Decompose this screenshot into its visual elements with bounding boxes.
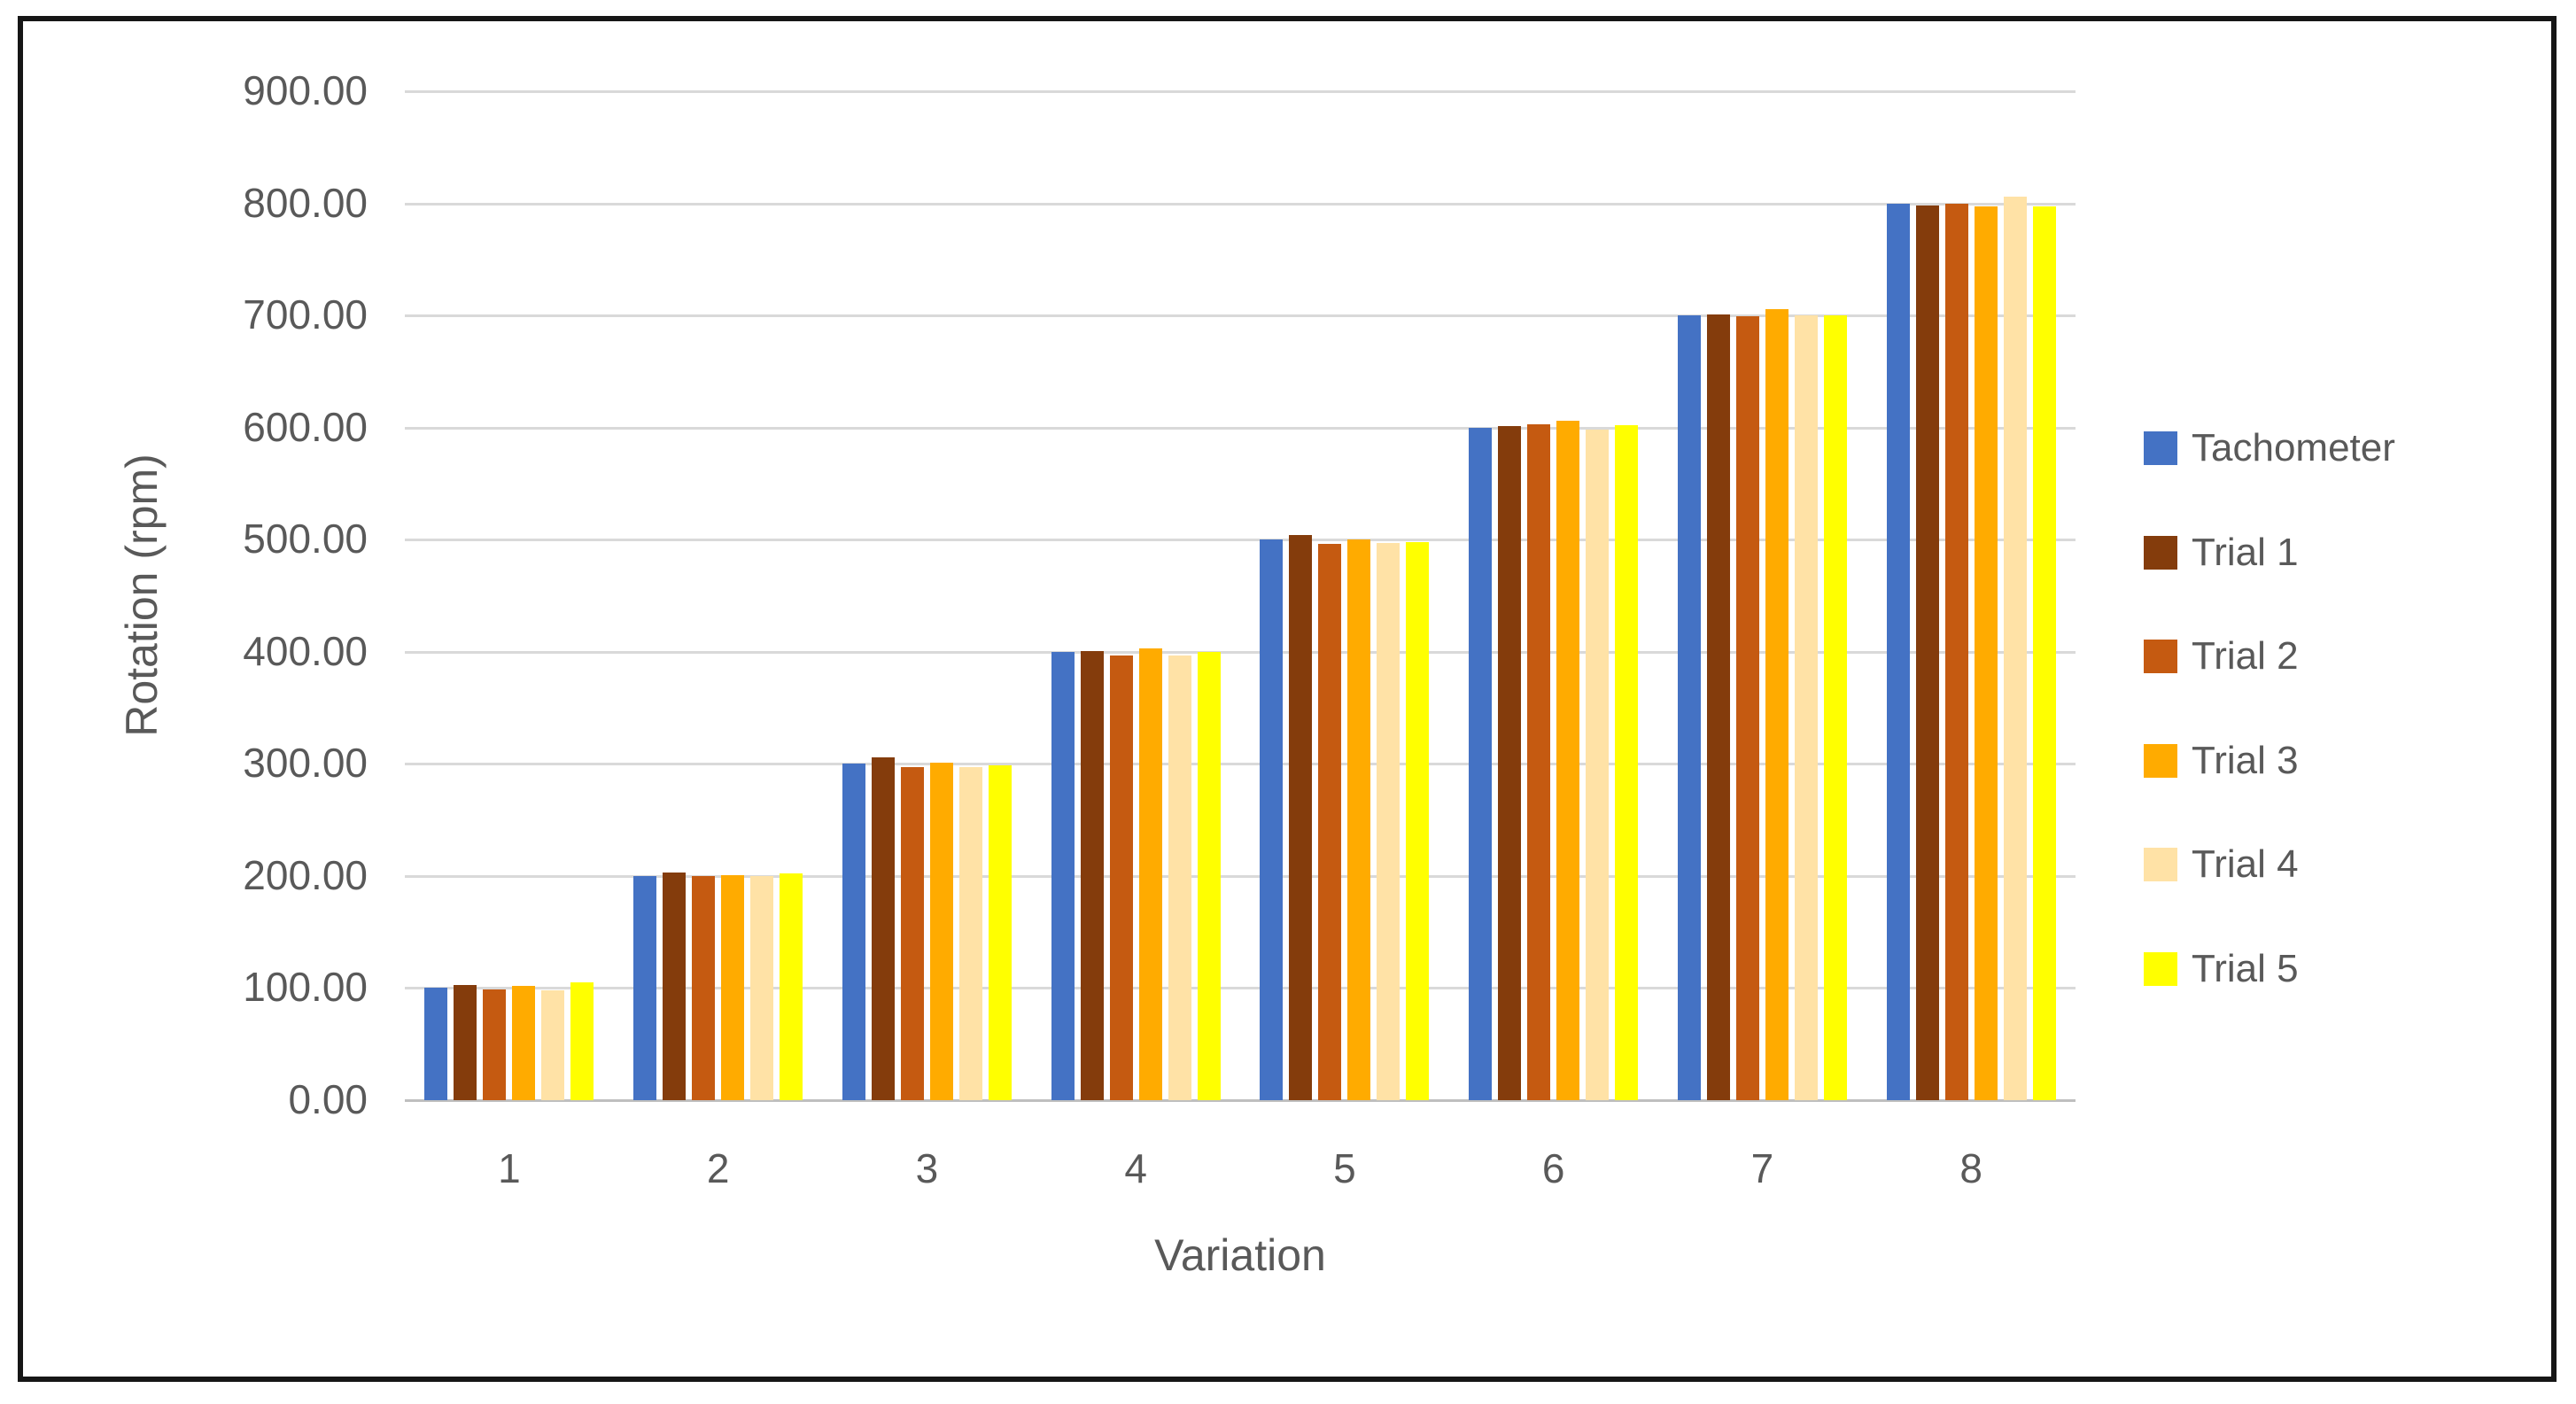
bar-trial-2-cat2 <box>692 875 716 1100</box>
bar-trial-1-cat3 <box>871 756 895 1100</box>
bar-trial-1-cat6 <box>1498 426 1522 1100</box>
bar-trial-2-cat4 <box>1109 655 1133 1100</box>
bar-trial-3-cat3 <box>929 763 953 1100</box>
y-tick-label: 900.00 <box>243 66 368 113</box>
gridline <box>405 202 2076 206</box>
bar-trial-5-cat5 <box>1406 541 1430 1100</box>
legend-label: Tachometer <box>2192 426 2395 469</box>
bar-trial-3-cat1 <box>512 985 536 1100</box>
legend-item-tachometer: Tachometer <box>2144 426 2395 470</box>
bar-trial-5-cat4 <box>1197 651 1221 1100</box>
bar-trial-3-cat7 <box>1765 308 1788 1100</box>
bar-tachometer-cat6 <box>1469 427 1493 1100</box>
chart-frame-border <box>18 16 2557 1382</box>
gridline <box>405 314 2076 318</box>
bar-trial-2-cat6 <box>1527 423 1551 1100</box>
y-tick-label: 500.00 <box>243 516 368 562</box>
bar-trial-4-cat3 <box>958 767 982 1100</box>
legend-swatch-icon <box>2144 743 2177 778</box>
bar-trial-5-cat7 <box>1823 315 1847 1100</box>
bar-trial-4-cat1 <box>541 989 565 1100</box>
legend-item-trial-1: Trial 1 <box>2144 531 2299 575</box>
bar-trial-5-cat1 <box>570 982 594 1100</box>
bar-trial-5-cat3 <box>988 764 1012 1100</box>
bar-trial-1-cat4 <box>1080 650 1104 1100</box>
x-tick-label: 5 <box>1333 1145 1356 1191</box>
bar-trial-3-cat5 <box>1347 539 1371 1100</box>
y-tick-label: 600.00 <box>243 403 368 450</box>
gridline <box>405 987 2076 990</box>
bar-trial-4-cat7 <box>1794 315 1818 1100</box>
bar-trial-3-cat8 <box>1974 206 1998 1100</box>
gridline <box>405 763 2076 766</box>
bar-trial-1-cat5 <box>1289 535 1313 1100</box>
legend-swatch-icon <box>2144 640 2177 674</box>
legend-label: Trial 5 <box>2192 947 2299 990</box>
bar-trial-2-cat8 <box>1944 203 1968 1100</box>
bar-trial-1-cat7 <box>1706 314 1730 1100</box>
bar-tachometer-cat5 <box>1260 539 1284 1100</box>
legend-label: Trial 1 <box>2192 530 2299 574</box>
x-tick-label: 8 <box>1959 1145 1982 1191</box>
legend-swatch-icon <box>2144 848 2177 882</box>
bar-trial-2-cat5 <box>1318 544 1342 1100</box>
legend-label: Trial 2 <box>2192 634 2299 679</box>
y-tick-label: 700.00 <box>243 291 368 338</box>
x-tick-label: 4 <box>1124 1145 1147 1191</box>
legend-swatch-icon <box>2144 535 2177 570</box>
y-tick-label: 800.00 <box>243 179 368 226</box>
bar-tachometer-cat7 <box>1677 315 1701 1100</box>
bar-trial-1-cat1 <box>454 984 477 1100</box>
gridline <box>405 874 2076 878</box>
x-axis-title: Variation <box>1154 1230 1326 1280</box>
bar-tachometer-cat1 <box>424 988 448 1100</box>
bar-trial-4-cat5 <box>1377 543 1401 1100</box>
bar-trial-2-cat7 <box>1735 316 1759 1100</box>
legend-item-trial-2: Trial 2 <box>2144 634 2299 679</box>
gridline <box>405 650 2076 654</box>
bar-trial-3-cat2 <box>721 874 745 1100</box>
bar-tachometer-cat3 <box>842 764 865 1100</box>
x-tick-label: 6 <box>1541 1145 1565 1191</box>
y-tick-label: 200.00 <box>243 851 368 898</box>
legend-label: Trial 4 <box>2192 842 2299 887</box>
x-tick-label: 2 <box>706 1145 730 1191</box>
legend-item-trial-4: Trial 4 <box>2144 842 2299 887</box>
y-tick-label: 400.00 <box>243 627 368 674</box>
bar-trial-4-cat6 <box>1586 430 1610 1100</box>
bar-trial-2-cat1 <box>483 989 507 1100</box>
gridline <box>405 426 2076 430</box>
bar-tachometer-cat4 <box>1051 651 1075 1100</box>
y-axis-title: Rotation (rpm) <box>117 454 167 737</box>
legend-label: Trial 3 <box>2192 738 2299 782</box>
bar-trial-4-cat2 <box>750 875 774 1100</box>
bar-trial-1-cat8 <box>1915 206 1939 1100</box>
bar-tachometer-cat8 <box>1886 203 1910 1100</box>
legend-swatch-icon <box>2144 952 2177 986</box>
bar-trial-1-cat2 <box>663 873 687 1100</box>
bar-trial-3-cat6 <box>1556 421 1580 1100</box>
bar-trial-2-cat3 <box>900 767 924 1100</box>
bar-trial-5-cat2 <box>780 873 803 1100</box>
x-tick-label: 3 <box>915 1145 939 1191</box>
gridline <box>405 539 2076 542</box>
y-tick-label: 0.00 <box>288 1075 368 1122</box>
bar-trial-5-cat8 <box>2032 206 2056 1100</box>
legend-item-trial-5: Trial 5 <box>2144 947 2299 991</box>
y-tick-label: 100.00 <box>243 964 368 1011</box>
x-tick-label: 1 <box>498 1145 521 1191</box>
bar-tachometer-cat2 <box>633 875 657 1100</box>
x-axis-line <box>405 1099 2076 1102</box>
bar-trial-4-cat8 <box>2003 196 2027 1100</box>
bar-trial-4-cat4 <box>1168 655 1191 1100</box>
y-tick-label: 300.00 <box>243 740 368 787</box>
bar-trial-5-cat6 <box>1615 425 1639 1100</box>
gridline <box>405 90 2076 93</box>
bar-trial-3-cat4 <box>1138 648 1162 1100</box>
legend-item-trial-3: Trial 3 <box>2144 739 2299 783</box>
legend-swatch-icon <box>2144 431 2177 465</box>
x-tick-label: 7 <box>1750 1145 1774 1191</box>
